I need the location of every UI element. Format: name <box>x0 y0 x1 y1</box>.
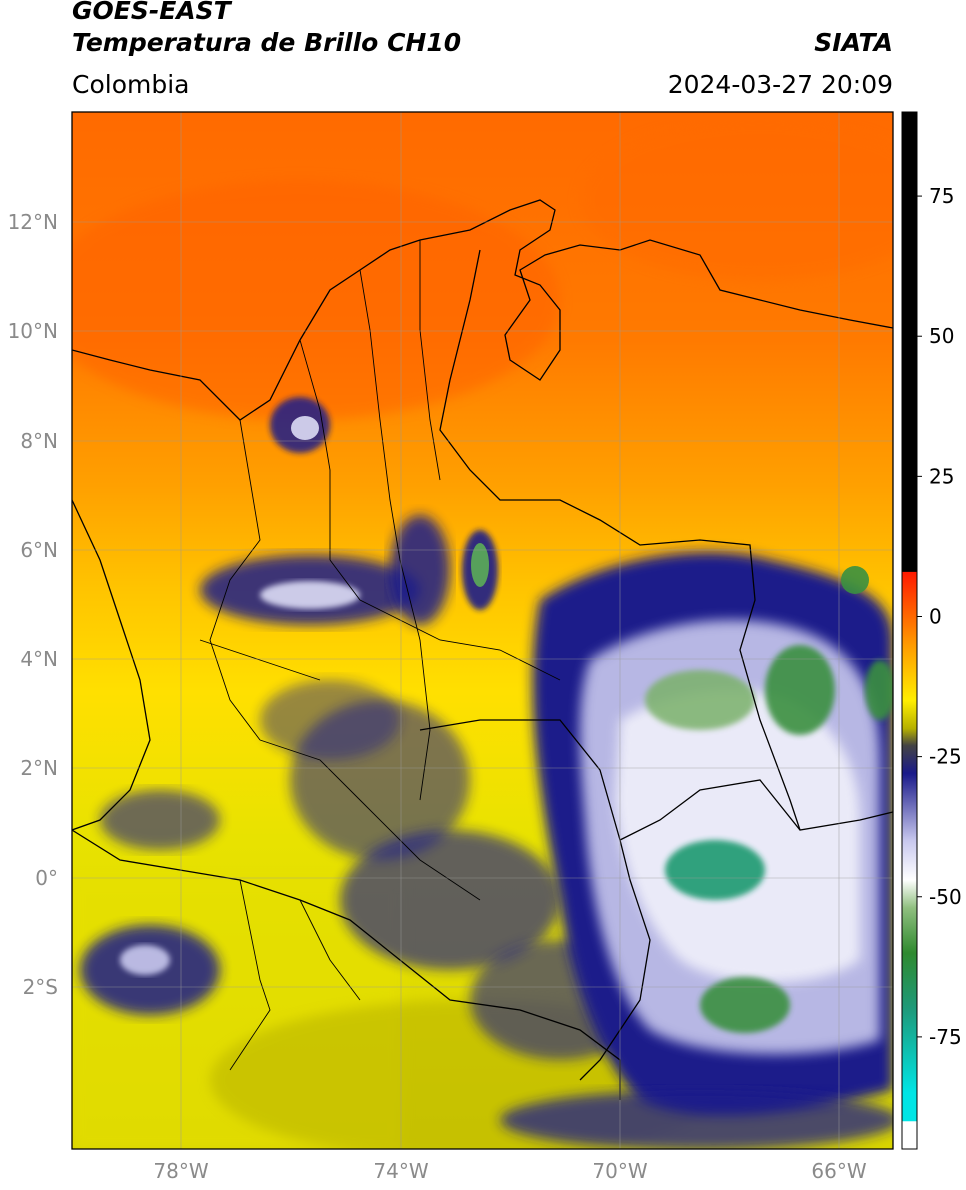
venezuela-brazil-border <box>619 779 893 841</box>
lat-label-4: 4°N <box>20 647 58 671</box>
colorbar-tick-label: -25 <box>929 745 962 769</box>
colombia-ecuador-peru-border <box>72 829 621 1100</box>
lat-label-12: 12°N <box>8 210 58 234</box>
map-frame <box>71 111 894 1150</box>
lat-label-0: 0° <box>35 866 58 890</box>
lon-tick-labels: 78°W 74°W 70°W 66°W <box>153 1159 866 1183</box>
lon-label-66: 66°W <box>811 1159 866 1183</box>
lat-label-10: 10°N <box>8 319 58 343</box>
caribbean-coastline <box>72 199 893 421</box>
colorbar-fill <box>902 112 917 1149</box>
lat-tick-labels: 12°N 10°N 8°N 6°N 4°N 2°N 0° 2°S <box>8 210 58 999</box>
lon-label-78: 78°W <box>153 1159 208 1183</box>
satellite-imagery <box>72 112 893 1149</box>
lat-label-m2: 2°S <box>23 975 58 999</box>
pacific-ocean-border <box>229 879 271 1071</box>
agency-title: SIATA <box>814 28 893 57</box>
lat-label-6: 6°N <box>20 538 58 562</box>
colorbar-tick-label: 75 <box>929 184 954 208</box>
lon-label-74: 74°W <box>373 1159 428 1183</box>
colorbar-frame <box>901 111 918 1150</box>
colorbar-ticks: 75 50 25 0 -25 -50 -75 <box>917 184 962 1049</box>
lat-label-8: 8°N <box>20 429 58 453</box>
lon-label-70: 70°W <box>592 1159 647 1183</box>
region-label: Colombia <box>72 70 190 99</box>
colorbar-tick-label: -75 <box>929 1025 962 1049</box>
colorbar-tick-label: -50 <box>929 885 962 909</box>
pacific-coastline <box>72 499 151 831</box>
colorbar-tick-label: 50 <box>929 324 954 348</box>
colorbar-tick-label: 0 <box>929 604 942 628</box>
datetime-label: 2024-03-27 20:09 <box>667 70 893 99</box>
colorbar-tick-label: 25 <box>929 464 954 488</box>
lat-label-2: 2°N <box>20 756 58 780</box>
product-title: Temperatura de Brillo CH10 <box>72 28 462 57</box>
graticule <box>72 112 893 1149</box>
colorbar: 75 50 25 0 -25 -50 -75 <box>901 111 962 1150</box>
department-borders <box>199 240 561 1001</box>
satellite-title: GOES-EAST <box>72 0 231 25</box>
